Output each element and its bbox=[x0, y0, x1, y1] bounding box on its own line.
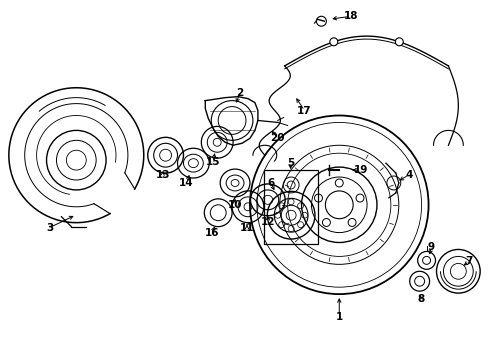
Text: 14: 14 bbox=[179, 178, 193, 188]
Text: 11: 11 bbox=[239, 222, 254, 233]
Text: 8: 8 bbox=[416, 294, 424, 304]
Text: 16: 16 bbox=[204, 228, 219, 238]
Circle shape bbox=[329, 38, 337, 46]
Text: 20: 20 bbox=[270, 133, 285, 143]
Text: 4: 4 bbox=[404, 170, 411, 180]
Text: 17: 17 bbox=[297, 105, 311, 116]
Text: 13: 13 bbox=[155, 170, 169, 180]
Text: 10: 10 bbox=[227, 200, 242, 210]
Circle shape bbox=[394, 38, 403, 46]
Text: 2: 2 bbox=[236, 88, 243, 98]
Text: 7: 7 bbox=[465, 256, 472, 266]
Text: 1: 1 bbox=[335, 312, 342, 322]
Text: 6: 6 bbox=[266, 178, 274, 188]
Bar bbox=[264, 170, 318, 244]
Text: 12: 12 bbox=[260, 217, 275, 227]
Text: 18: 18 bbox=[343, 11, 358, 21]
Text: 19: 19 bbox=[353, 165, 367, 175]
Text: 9: 9 bbox=[427, 243, 434, 252]
Text: 3: 3 bbox=[46, 222, 53, 233]
Text: 5: 5 bbox=[286, 158, 294, 168]
Text: 15: 15 bbox=[205, 157, 220, 167]
